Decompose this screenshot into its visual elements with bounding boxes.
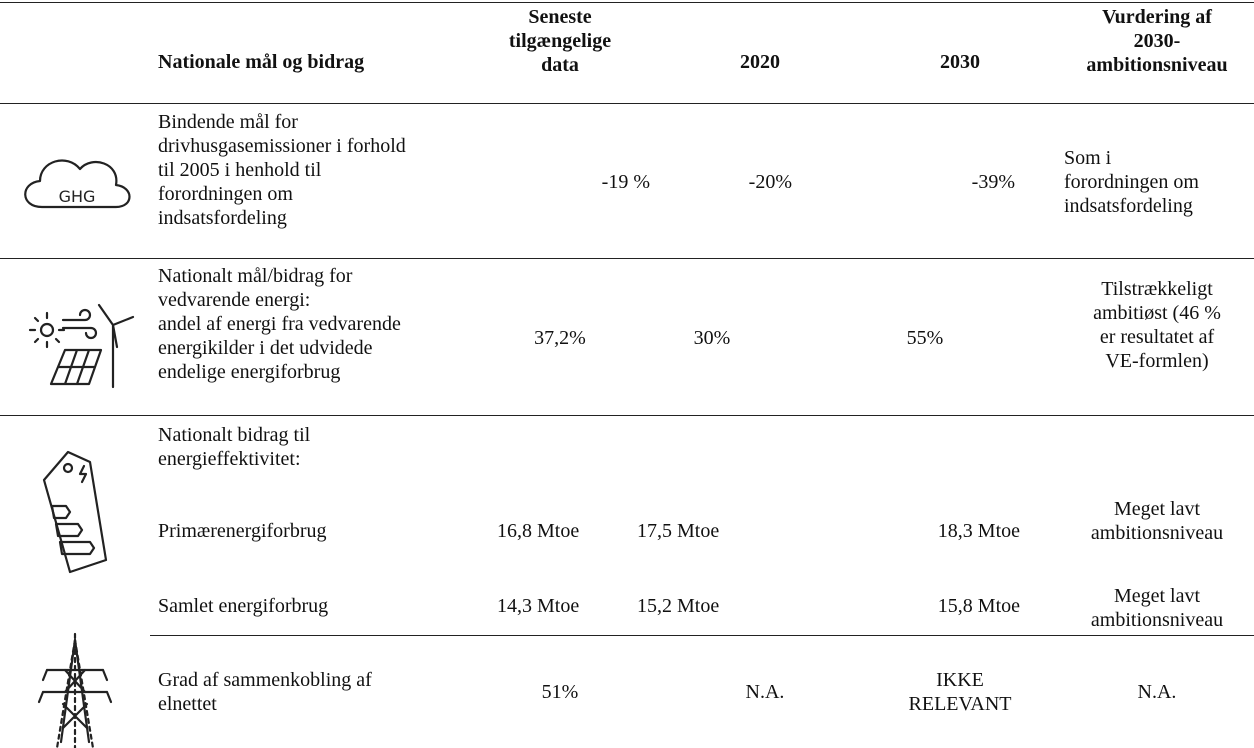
row-label: Grad af sammenkobling af elnettet: [158, 669, 372, 715]
subrow-label: Samlet energiforbrug: [158, 595, 329, 617]
cell-value: 15,8 Mtoe: [937, 595, 1020, 617]
cell-value: 37,2%: [534, 327, 586, 349]
cell-value: 17,5 Mtoe: [637, 520, 720, 542]
pylon-icon: [37, 632, 113, 748]
rule: [0, 103, 1254, 104]
label-icon: [42, 450, 108, 574]
header-cell: 2020: [740, 51, 780, 73]
assessment: N.A.: [1137, 681, 1177, 703]
cell-value: -39%: [971, 171, 1015, 193]
header-cell: Vurdering af 2030- ambitionsniveau: [1086, 6, 1228, 76]
row-label: Bindende mål for drivhusgasemissioner i …: [158, 111, 406, 229]
assessment: Tilstrækkeligt ambitiøst (46 % er result…: [1093, 278, 1221, 372]
assessment: Meget lavt ambitionsniveau: [1090, 585, 1224, 631]
cell-value: 15,2 Mtoe: [637, 595, 720, 617]
cell-value: 55%: [906, 327, 944, 349]
cell-value: 30%: [693, 327, 731, 349]
rule: [150, 635, 1254, 636]
cell-value: IKKE RELEVANT: [908, 669, 1012, 715]
assessment: Meget lavt ambitionsniveau: [1090, 498, 1224, 544]
renewable-icon: [28, 303, 135, 389]
icon-label: GHG: [59, 187, 96, 206]
cell-value: 16,8 Mtoe: [497, 520, 580, 542]
subrow-label: Primærenergiforbrug: [158, 520, 327, 542]
rule: [0, 415, 1254, 416]
cell-value: -19 %: [601, 171, 650, 193]
row-label: Nationalt mål/bidrag for vedvarende ener…: [158, 265, 401, 383]
rule: [0, 2, 1254, 3]
ghg-icon: GHG: [24, 159, 131, 209]
header-cell: 2030: [940, 51, 980, 73]
cell-value: 51%: [541, 681, 579, 703]
header-cell: Nationale mål og bidrag: [158, 51, 365, 73]
cell-value: 18,3 Mtoe: [937, 520, 1020, 542]
header-cell: Seneste tilgængelige data: [508, 6, 612, 76]
cell-value: 14,3 Mtoe: [497, 595, 580, 617]
cell-value: N.A.: [745, 681, 785, 703]
assessment: Som i forordningen om indsatsfordeling: [1064, 147, 1199, 217]
rule: [0, 258, 1254, 259]
row-label: Nationalt bidrag til energieffektivitet:: [158, 424, 311, 470]
cell-value: -20%: [748, 171, 792, 193]
